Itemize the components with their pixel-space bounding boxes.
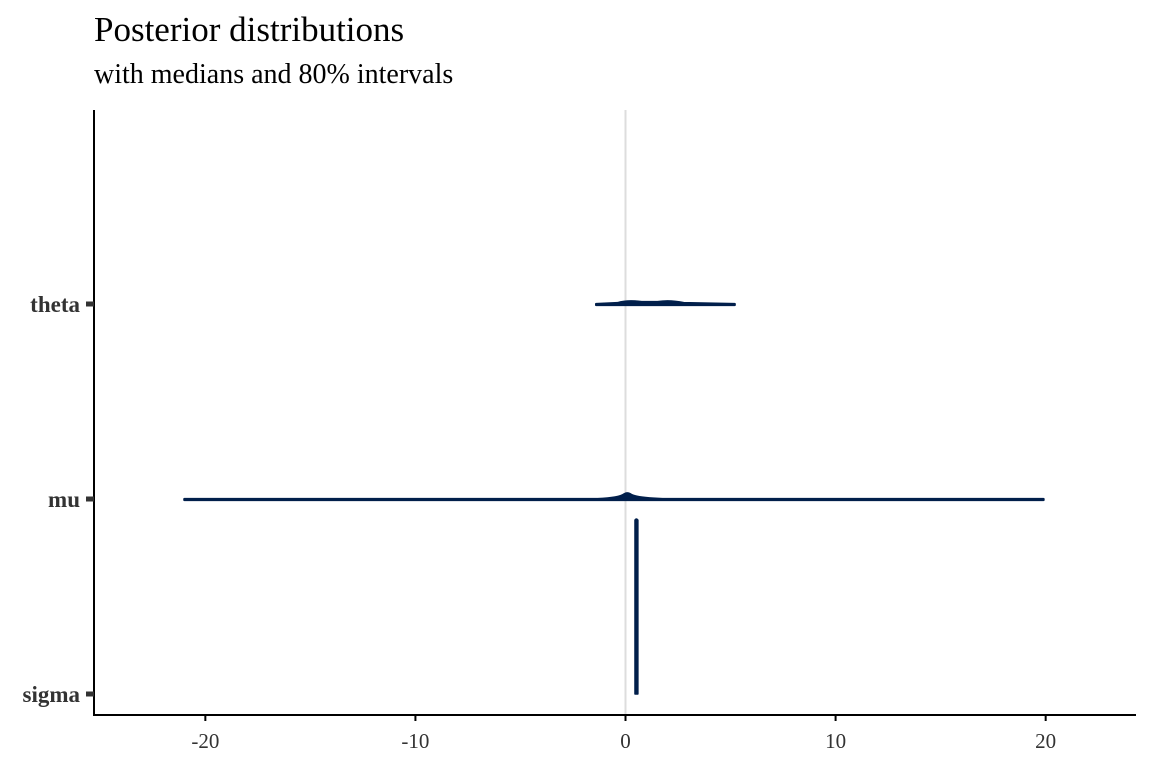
y-axis-ticks: theta mu sigma xyxy=(23,292,94,707)
axes xyxy=(93,110,1136,716)
density-mu xyxy=(183,492,1045,502)
y-tick-mark xyxy=(86,496,94,502)
y-tick-label-sigma: sigma xyxy=(23,682,81,707)
y-tick-label-mu: mu xyxy=(48,487,80,512)
density-sigma xyxy=(634,518,639,695)
x-tick-label: -10 xyxy=(401,729,429,753)
y-tick-mark xyxy=(86,301,94,307)
y-tick-label-theta: theta xyxy=(30,292,80,317)
density-theta xyxy=(594,300,736,307)
x-tick-label: -20 xyxy=(191,729,219,753)
y-tick-mark xyxy=(86,691,94,697)
density-layer xyxy=(183,300,1045,695)
chart-title: Posterior distributions xyxy=(94,10,405,49)
x-axis-ticks: -20 -10 0 10 20 xyxy=(191,715,1056,753)
chart-subtitle: with medians and 80% intervals xyxy=(94,59,454,90)
x-tick-label: 0 xyxy=(620,729,631,753)
x-tick-label: 10 xyxy=(825,729,846,753)
x-tick-label: 20 xyxy=(1035,729,1056,753)
